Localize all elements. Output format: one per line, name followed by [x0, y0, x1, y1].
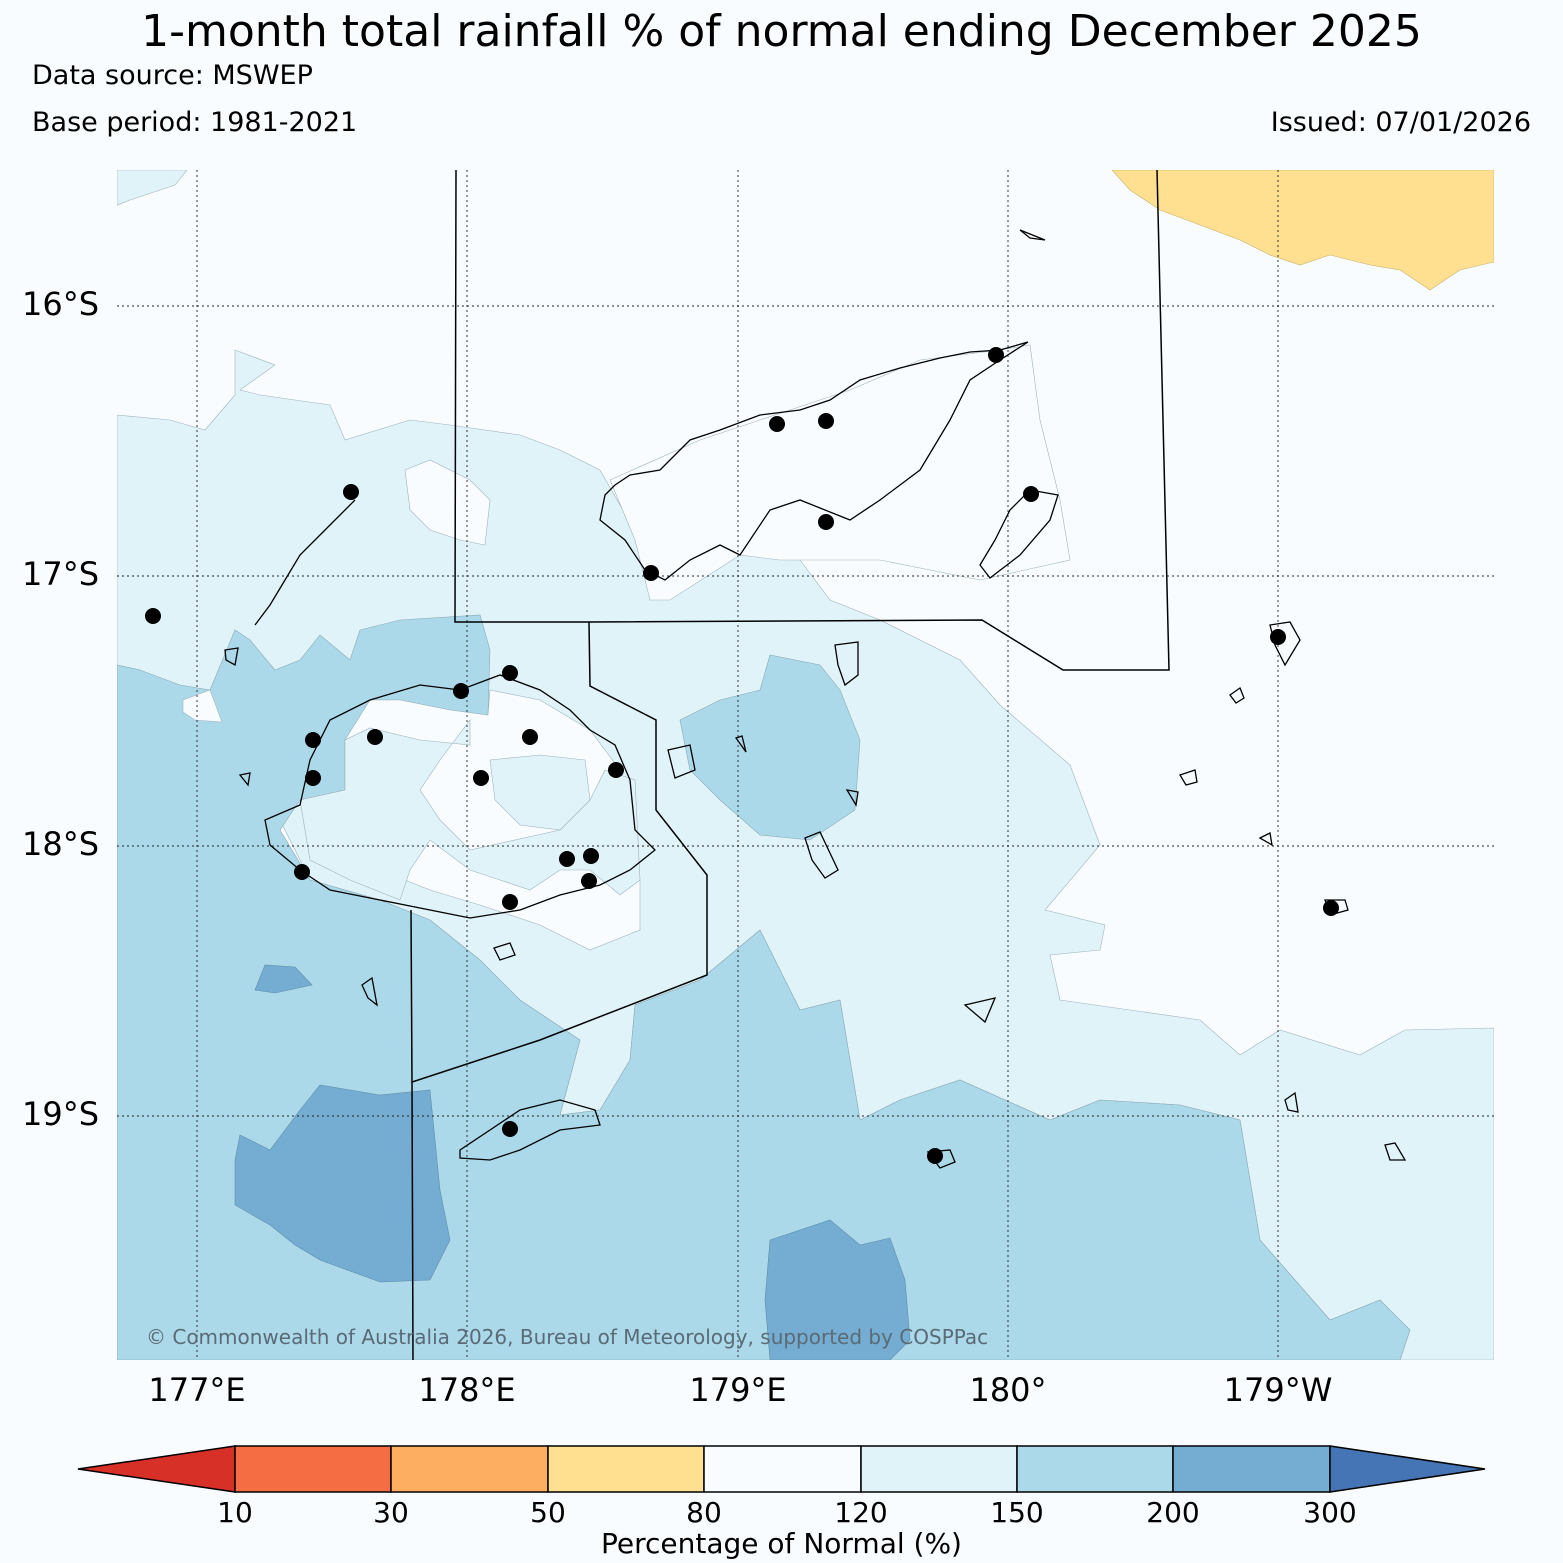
data-source-label: Data source: MSWEP — [32, 60, 313, 91]
colorbar-segment-120-150 — [860, 1445, 1018, 1493]
station-marker — [453, 683, 469, 699]
colorbar-segment-below-10 — [77, 1445, 236, 1493]
viti-levu-coast — [264, 674, 656, 919]
station-marker — [608, 762, 624, 778]
station-marker — [305, 732, 321, 748]
region-200-300-south — [764, 1219, 911, 1360]
station-marker — [145, 608, 161, 624]
station-marker — [1270, 629, 1286, 645]
region-150-200 — [117, 614, 1411, 1360]
station-marker — [1323, 900, 1339, 916]
station-marker — [502, 1121, 518, 1137]
station-marker — [305, 770, 321, 786]
region-120-150-inland — [489, 754, 591, 831]
base-period-label: Base period: 1981-2021 — [32, 107, 358, 138]
colorbar-tick-80: 80 — [686, 1496, 722, 1529]
colorbar-label: Percentage of Normal (%) — [601, 1527, 962, 1560]
station-marker — [988, 347, 1004, 363]
region-50-80-northeast — [1111, 170, 1494, 291]
yasawa-coast — [254, 499, 356, 626]
station-marker — [818, 413, 834, 429]
vatulele-coast — [493, 942, 516, 961]
colorbar-tick-300: 300 — [1303, 1496, 1357, 1529]
map-title: 1-month total rainfall % of normal endin… — [141, 6, 1422, 57]
division-boundaries — [410, 170, 1170, 1360]
region-200-300-sw — [234, 1084, 451, 1283]
colorbar-segment-10-30 — [234, 1445, 392, 1493]
colorbar-tick-200: 200 — [1146, 1496, 1200, 1529]
lon-label-177e: 177°E — [148, 1371, 246, 1409]
station-marker — [559, 851, 575, 867]
lau-islet-4 — [1284, 1091, 1299, 1113]
lon-label-179e: 179°E — [689, 1371, 787, 1409]
region-80-120-north — [404, 459, 491, 546]
colorbar-segment-30-50 — [390, 1445, 549, 1493]
station-marker — [927, 1148, 943, 1164]
colorbar-segment-above-300 — [1329, 1445, 1486, 1493]
lon-label-178e: 178°E — [418, 1371, 516, 1409]
station-markers — [145, 347, 1339, 1164]
colorbar-tick-120: 120 — [834, 1496, 888, 1529]
station-marker — [643, 565, 659, 581]
lau-islet-2 — [1229, 686, 1245, 704]
kadavu-coast — [459, 1099, 601, 1161]
station-marker — [294, 864, 310, 880]
colorbar-tick-150: 150 — [990, 1496, 1044, 1529]
lomaiviti-islet-2 — [734, 735, 747, 753]
vanua-levu-coast — [599, 341, 1029, 581]
region-200-300-west — [254, 964, 313, 994]
station-marker — [343, 484, 359, 500]
station-marker — [502, 894, 518, 910]
station-marker — [583, 848, 599, 864]
station-marker — [581, 873, 597, 889]
colorbar-tick-50: 50 — [530, 1496, 566, 1529]
lat-label-18s: 18°S — [22, 825, 100, 863]
colorbar-segment-200-300 — [1172, 1445, 1331, 1493]
station-marker — [522, 729, 538, 745]
lon-label-180: 180° — [969, 1371, 1047, 1409]
west-islet-3 — [238, 772, 251, 787]
lomaiviti-islet-3 — [845, 789, 859, 807]
west-islet-2 — [224, 647, 239, 667]
graticule — [117, 170, 1494, 1360]
colorbar-segment-80-120 — [703, 1445, 862, 1493]
lau-islet-1 — [1179, 769, 1198, 786]
koro-coast — [667, 744, 696, 779]
issued-date-label: Issued: 07/01/2026 — [1270, 107, 1531, 138]
lat-label-16s: 16°S — [22, 285, 100, 323]
gau-coast — [804, 831, 839, 879]
lau-islet-5 — [1384, 1142, 1407, 1161]
colorbar-tick-10: 10 — [217, 1496, 253, 1529]
station-marker — [367, 729, 383, 745]
station-marker — [818, 514, 834, 530]
lat-label-19s: 19°S — [22, 1095, 100, 1133]
colorbar-segment-150-200 — [1016, 1445, 1174, 1493]
lau-islet-7 — [1019, 229, 1046, 241]
colorbar-tick-30: 30 — [373, 1496, 409, 1529]
region-120-150-nw — [117, 170, 188, 206]
ovalau-coast — [834, 641, 859, 687]
station-marker — [502, 665, 518, 681]
copyright-notice: © Commonwealth of Australia 2026, Bureau… — [146, 1325, 989, 1349]
region-150-200-east-lake — [679, 654, 861, 841]
station-marker — [769, 416, 785, 432]
region-80-120-west-patch — [182, 689, 223, 723]
lon-label-179w: 179°W — [1223, 1371, 1333, 1409]
taveuni-coast — [979, 489, 1059, 579]
station-marker — [473, 770, 489, 786]
colorbar-segment-50-80 — [547, 1445, 705, 1493]
station-marker — [1023, 486, 1039, 502]
lomaiviti-islet — [963, 997, 997, 1024]
lau-islet-3 — [1258, 832, 1273, 847]
lat-label-17s: 17°S — [22, 555, 100, 593]
west-islet-1 — [361, 976, 378, 1007]
